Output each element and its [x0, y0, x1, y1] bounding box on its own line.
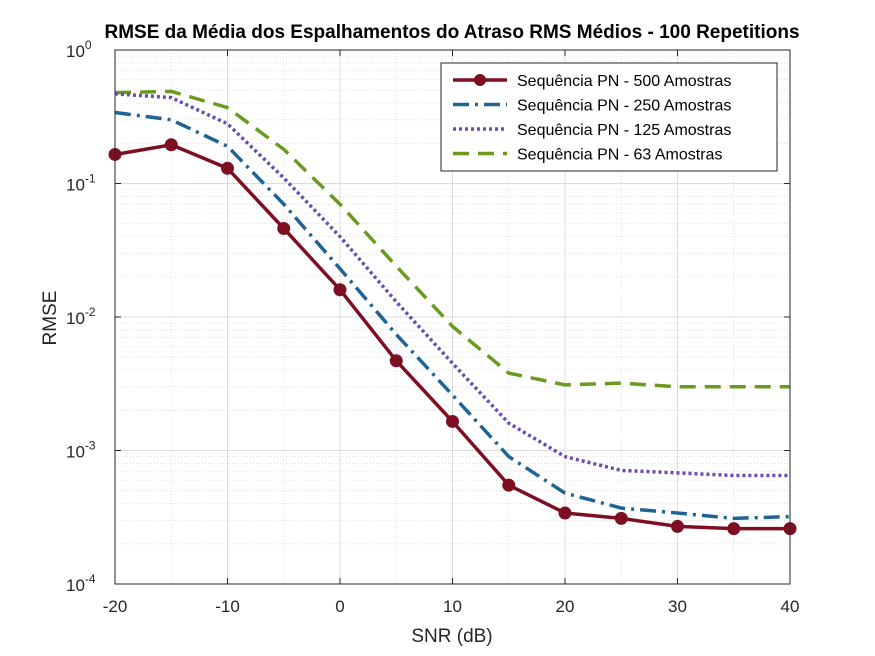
y-tick-label: 10-4: [66, 572, 96, 595]
legend-label: Sequência PN - 63 Amostras: [517, 147, 722, 164]
series-4: [114, 89, 790, 389]
legend-marker: [474, 74, 486, 86]
legend: Sequência PN - 500 Amostras Sequência PN …: [440, 62, 778, 172]
data-point: [333, 283, 347, 297]
y-tick-label: 10-1: [66, 172, 96, 195]
series-3: [114, 92, 790, 478]
data-point: [164, 138, 178, 152]
x-tick-label: 30: [668, 597, 687, 616]
y-tick-label: 100: [66, 38, 92, 61]
x-tick-label: 10: [443, 597, 462, 616]
y-axis-ticks: 100 10-1 10-2 10-3 10-4: [66, 38, 790, 595]
series-2: [114, 110, 791, 521]
x-tick-label: -20: [103, 597, 128, 616]
data-point: [727, 522, 741, 536]
data-point: [614, 511, 628, 525]
legend-item-3: Sequência PN - 125 Amostras: [453, 122, 731, 139]
x-tick-label: -10: [215, 597, 240, 616]
series-line: [114, 110, 791, 521]
chart-title: RMSE da Média dos Espalhamentos do Atras…: [104, 22, 799, 43]
data-point: [671, 519, 684, 533]
series-line: [114, 89, 790, 389]
y-axis-label: RMSE: [40, 291, 61, 346]
legend-label: Sequência PN - 500 Amostras: [517, 73, 731, 90]
data-point: [389, 354, 403, 368]
legend-label: Sequência PN - 250 Amostras: [517, 98, 731, 115]
data-point: [558, 506, 572, 520]
legend-item-4: Sequência PN - 63 Amostras: [453, 147, 722, 164]
legend-item-2: Sequência PN - 250 Amostras: [453, 98, 731, 115]
data-point: [502, 478, 516, 492]
legend-item-1: Sequência PN - 500 Amostras: [453, 73, 731, 90]
data-point: [277, 222, 291, 236]
series-line: [114, 92, 790, 478]
legend-label: Sequência PN - 125 Amostras: [517, 122, 731, 139]
x-tick-label: 20: [556, 597, 575, 616]
x-axis-label: SNR (dB): [411, 626, 492, 647]
data-point: [446, 414, 459, 428]
y-tick-label: 10-2: [66, 305, 96, 328]
x-axis-ticks: -20 -10 0 10 20 30 40: [103, 50, 800, 616]
x-tick-label: 0: [335, 597, 344, 616]
data-point: [221, 161, 234, 175]
y-tick-label: 10-3: [66, 439, 96, 462]
x-tick-label: 40: [781, 597, 800, 616]
